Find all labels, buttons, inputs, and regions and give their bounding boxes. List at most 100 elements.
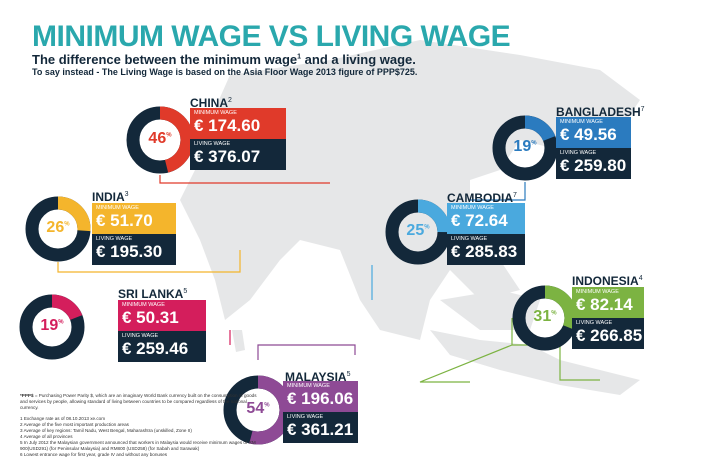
living-wage-value: € 259.46: [122, 339, 189, 358]
footnote-ref: 5: [346, 371, 351, 378]
minimum-wage: MINIMUM WAGE € 174.60: [190, 108, 286, 139]
country-name: CAMBODIA7: [447, 191, 517, 205]
footnote: 2 Average of the five most important pro…: [20, 422, 129, 427]
percent-value: 25%: [398, 222, 438, 240]
minimum-wage-label: MINIMUM WAGE: [287, 383, 330, 389]
wage-box: MINIMUM WAGE € 49.56 LIVING WAGE € 259.80: [556, 117, 631, 179]
living-wage: LIVING WAGE € 266.85: [572, 318, 644, 349]
living-wage-label: LIVING WAGE: [96, 236, 133, 242]
footnote: 6 Lowest entrance wage for first year, g…: [20, 452, 168, 457]
donut-segment: [512, 285, 578, 351]
living-wage-value: € 195.30: [96, 242, 163, 261]
country-name: BANGLADESH7: [556, 105, 645, 119]
percent-sign: %: [424, 224, 430, 231]
minimum-wage-label: MINIMUM WAGE: [194, 110, 237, 116]
minimum-wage: MINIMUM WAGE € 196.06: [283, 381, 358, 412]
living-wage-label: LIVING WAGE: [122, 333, 159, 339]
donut-segment: [492, 115, 558, 181]
wage-box: MINIMUM WAGE € 82.14 LIVING WAGE € 266.85: [572, 287, 644, 349]
donut-chart: [25, 196, 91, 262]
footnote: 1 Exchange rate as of 08.10.2013 xe.com: [20, 416, 106, 421]
living-wage: LIVING WAGE € 195.30: [92, 234, 176, 265]
donut-chart: [126, 106, 194, 174]
percent-number: 25: [406, 222, 425, 239]
donut-chart: [512, 285, 578, 351]
footnote-ref: 3: [124, 191, 129, 198]
minimum-wage-label: MINIMUM WAGE: [576, 289, 619, 295]
donut-segment: [126, 106, 194, 174]
percent-value: 19%: [32, 317, 72, 335]
living-wage-label: LIVING WAGE: [576, 320, 613, 326]
percent-number: 26: [46, 219, 65, 236]
minimum-wage-label: MINIMUM WAGE: [96, 205, 139, 211]
minimum-wage: MINIMUM WAGE € 82.14: [572, 287, 644, 318]
living-wage: LIVING WAGE € 285.83: [447, 234, 525, 265]
donut-chart: [19, 294, 85, 360]
footnote-ref: 5: [183, 288, 188, 295]
minimum-wage-label: MINIMUM WAGE: [451, 205, 494, 211]
country-name: INDIA3: [92, 190, 129, 204]
wage-box: MINIMUM WAGE € 50.31 LIVING WAGE € 259.46: [118, 300, 206, 362]
ppp-note: *PPP$ = Purchasing Power Parity $, which…: [20, 393, 265, 411]
subtitle: The difference between the minimum wage1…: [32, 52, 416, 67]
minimum-wage-value: € 51.70: [96, 211, 153, 230]
minimum-wage-value: € 72.64: [451, 211, 508, 230]
wage-box: MINIMUM WAGE € 174.60 LIVING WAGE € 376.07: [190, 108, 286, 170]
footnotes: *PPP$ = Purchasing Power Parity $, which…: [20, 393, 265, 458]
percent-number: 54: [246, 400, 265, 417]
percent-value: 26%: [38, 219, 78, 237]
donut-chart: [492, 115, 558, 181]
country-name: MALAYSIA5: [285, 370, 350, 384]
living-wage-value: € 285.83: [451, 242, 518, 261]
minimum-wage-label: MINIMUM WAGE: [122, 302, 165, 308]
percent-value: 54%: [238, 400, 278, 418]
footnote-ref: 4: [638, 275, 643, 282]
minimum-wage-value: € 82.14: [576, 295, 633, 314]
country-label: BANGLADESH: [556, 105, 641, 119]
page-title: MINIMUM WAGE VS LIVING WAGE: [32, 20, 511, 53]
minimum-wage-value: € 196.06: [287, 389, 354, 408]
ppp-key: *PPP$: [20, 393, 34, 398]
country-label: INDONESIA: [572, 274, 639, 288]
percent-number: 19: [40, 317, 59, 334]
percent-sign: %: [58, 319, 64, 326]
country-label: MALAYSIA: [285, 370, 347, 384]
footnote-ref: 7: [513, 192, 517, 199]
percent-sign: %: [64, 221, 70, 228]
wage-box: MINIMUM WAGE € 196.06 LIVING WAGE € 361.21: [283, 381, 358, 443]
country-label: CAMBODIA: [447, 191, 513, 205]
donut-segment: [25, 196, 91, 262]
living-wage-value: € 376.07: [194, 147, 261, 166]
footnote: 3 Average of key regions: Tamil Nadu, We…: [20, 428, 192, 433]
donut-segment: [19, 294, 85, 360]
subtitle-text: The difference between the minimum wage: [32, 52, 298, 67]
wage-box: MINIMUM WAGE € 51.70 LIVING WAGE € 195.30: [92, 203, 176, 265]
ppp-text: = Purchasing Power Parity $, which are a…: [20, 393, 257, 410]
minimum-wage: MINIMUM WAGE € 51.70: [92, 203, 176, 234]
country-name: CHINA2: [190, 96, 232, 110]
living-wage-label: LIVING WAGE: [560, 150, 597, 156]
footnote: 5 In July 2012 the Malaysian government …: [20, 440, 256, 451]
subtitle-note: To say instead - The Living Wage is base…: [32, 67, 418, 77]
percent-value: 31%: [525, 308, 565, 326]
percent-sign: %: [551, 310, 557, 317]
footnote-ref: 2: [228, 97, 232, 104]
living-wage: LIVING WAGE € 376.07: [190, 139, 286, 170]
footnote: 4 Average of all provinces: [20, 434, 73, 439]
country-label: INDIA: [92, 190, 125, 204]
donut-chart: [385, 199, 451, 265]
percent-value: 46%: [140, 130, 180, 148]
minimum-wage-value: € 174.60: [194, 116, 261, 135]
subtitle-end: and a living wage.: [301, 52, 416, 67]
percent-sign: %: [166, 132, 172, 139]
minimum-wage-value: € 49.56: [560, 125, 617, 144]
living-wage-value: € 266.85: [576, 326, 643, 345]
living-wage-value: € 259.80: [560, 156, 627, 175]
living-wage-label: LIVING WAGE: [287, 414, 324, 420]
country-label: CHINA: [190, 96, 228, 110]
country-name: INDONESIA4: [572, 274, 643, 288]
percent-number: 31: [533, 308, 552, 325]
percent-sign: %: [531, 140, 537, 147]
minimum-wage: MINIMUM WAGE € 72.64: [447, 203, 525, 234]
